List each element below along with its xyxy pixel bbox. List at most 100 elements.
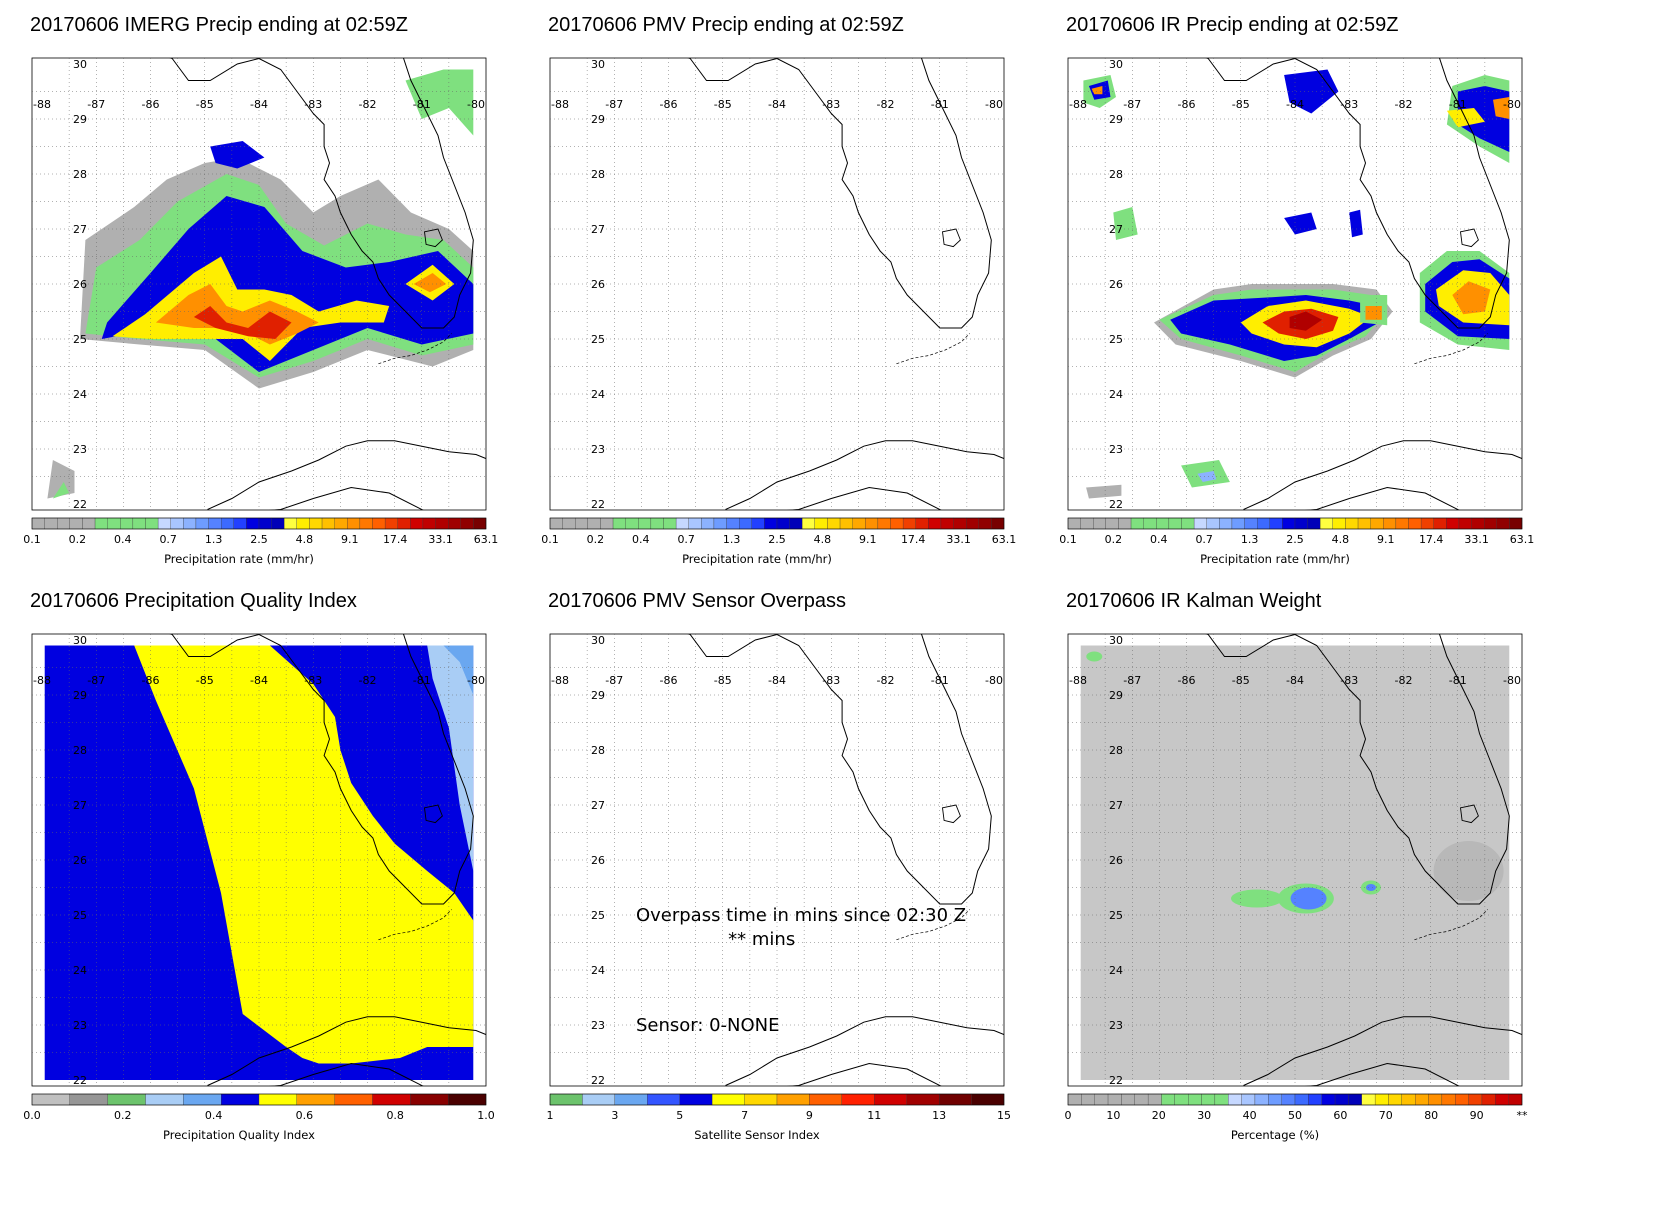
colorbar-segment xyxy=(1361,1093,1376,1106)
precip-area-orange xyxy=(1493,97,1510,119)
colorbar-segment xyxy=(688,517,702,530)
colorbar-segment xyxy=(157,517,171,530)
colorbar-segment xyxy=(321,517,335,530)
colorbar-segment xyxy=(145,517,159,530)
colorbar-segment xyxy=(841,1093,875,1106)
colorbar-segment xyxy=(334,517,348,530)
lon-label: -87 xyxy=(605,674,623,687)
panel-title: 20170606 IR Kalman Weight xyxy=(1066,590,1322,612)
lon-label: -84 xyxy=(1286,674,1304,687)
colorbar-segment xyxy=(1231,517,1245,530)
map-layers xyxy=(1068,58,1522,510)
precip-area-blue xyxy=(1349,209,1363,238)
lake-okeechobee xyxy=(1460,804,1479,824)
lake-okeechobee xyxy=(1460,228,1479,248)
colorbar-segment xyxy=(1121,1093,1135,1106)
lon-label: -80 xyxy=(467,98,485,111)
colorbar-segment xyxy=(549,1093,583,1106)
kalman-blue-blob xyxy=(1365,884,1376,891)
lat-label: 28 xyxy=(73,168,87,181)
colorbar-segment xyxy=(701,517,715,530)
lon-label: -83 xyxy=(822,674,840,687)
colorbar-tick: 1.3 xyxy=(1241,533,1259,546)
lon-label: -84 xyxy=(250,674,268,687)
colorbar-tick: 33.1 xyxy=(428,533,453,546)
lat-label: 28 xyxy=(591,744,605,757)
colorbar-segment xyxy=(107,1093,146,1106)
colorbar-segment xyxy=(751,517,765,530)
colorbar-tick: 13 xyxy=(932,1109,946,1122)
colorbar-tick: 17.4 xyxy=(383,533,408,546)
colorbar-segment xyxy=(1094,1093,1109,1106)
colorbar-tick: 9.1 xyxy=(859,533,877,546)
colorbar-segment xyxy=(906,1093,940,1106)
colorbar-segment xyxy=(397,517,411,530)
lon-label: -84 xyxy=(1286,98,1304,111)
colorbar-segment xyxy=(1147,1093,1162,1106)
colorbar-segment xyxy=(890,517,904,530)
colorbar-segment xyxy=(1357,517,1371,530)
colorbar-segment xyxy=(966,517,979,530)
colorbar-segment xyxy=(739,517,752,530)
colorbar-segment xyxy=(372,517,386,530)
florida-coastline xyxy=(687,58,992,329)
lat-label: 28 xyxy=(73,744,87,757)
panel-title: 20170606 IMERG Precip ending at 02:59Z xyxy=(30,14,409,36)
colorbar-segment xyxy=(1081,1093,1095,1106)
colorbar-segment xyxy=(31,1093,70,1106)
lat-label: 26 xyxy=(1109,278,1123,291)
colorbar-segment xyxy=(764,517,778,530)
lat-label: 23 xyxy=(591,1019,605,1032)
florida-coastline xyxy=(169,58,474,329)
lat-label: 24 xyxy=(1109,964,1123,977)
florida-coastline xyxy=(1205,634,1510,905)
overpass-annotation: ** mins xyxy=(728,929,795,950)
overpass-annotation: Sensor: 0-NONE xyxy=(636,1015,780,1036)
lon-label: -85 xyxy=(1232,674,1250,687)
colorbar-segment xyxy=(1428,1093,1443,1106)
colorbar-segment xyxy=(1471,517,1485,530)
colorbar-tick: 10 xyxy=(1106,1109,1120,1122)
colorbar-tick: 11 xyxy=(867,1109,881,1122)
colorbar-segment xyxy=(1484,517,1497,530)
colorbar-segment xyxy=(978,517,992,530)
colorbar-title: Percentage (%) xyxy=(1231,1128,1319,1142)
colorbar-segment xyxy=(1401,1093,1416,1106)
colorbar-segment xyxy=(562,517,576,530)
colorbar-title: Precipitation rate (mm/hr) xyxy=(682,552,832,566)
lat-label: 26 xyxy=(591,278,605,291)
quality-mid-field xyxy=(134,645,474,1064)
lon-label: -83 xyxy=(1340,98,1358,111)
precip-area-gray xyxy=(47,460,75,499)
colorbar-segment xyxy=(410,1093,449,1106)
lon-label: -83 xyxy=(1340,674,1358,687)
colorbar-segment xyxy=(1254,1093,1269,1106)
florida-coastline xyxy=(169,634,474,905)
lat-label: 28 xyxy=(1109,744,1123,757)
map-grid xyxy=(550,634,1004,1086)
colorbar-segment xyxy=(663,517,677,530)
colorbar-segment xyxy=(296,517,310,530)
lon-label: -86 xyxy=(142,98,160,111)
precip-area-orange xyxy=(413,273,447,293)
lon-label: -80 xyxy=(1503,674,1521,687)
colorbar-tick: 50 xyxy=(1288,1109,1302,1122)
colorbar-segment xyxy=(744,1093,778,1106)
lon-label: -81 xyxy=(931,98,949,111)
florida-coastline xyxy=(1205,58,1510,329)
colorbar-segment xyxy=(1441,1093,1456,1106)
colorbar-segment xyxy=(1080,517,1094,530)
lat-label: 24 xyxy=(73,964,87,977)
lon-label: -82 xyxy=(877,674,895,687)
colorbar-tick: 33.1 xyxy=(946,533,971,546)
precip-area-blue xyxy=(210,141,265,169)
lon-label: -85 xyxy=(1232,98,1250,111)
colorbar-segment xyxy=(1143,517,1157,530)
lon-label: -88 xyxy=(1069,674,1087,687)
colorbar-segment xyxy=(827,517,841,530)
colorbar-segment xyxy=(600,517,614,530)
map-layers xyxy=(32,58,486,510)
precip-area-orange xyxy=(1365,306,1382,320)
lat-label: 29 xyxy=(73,689,87,702)
